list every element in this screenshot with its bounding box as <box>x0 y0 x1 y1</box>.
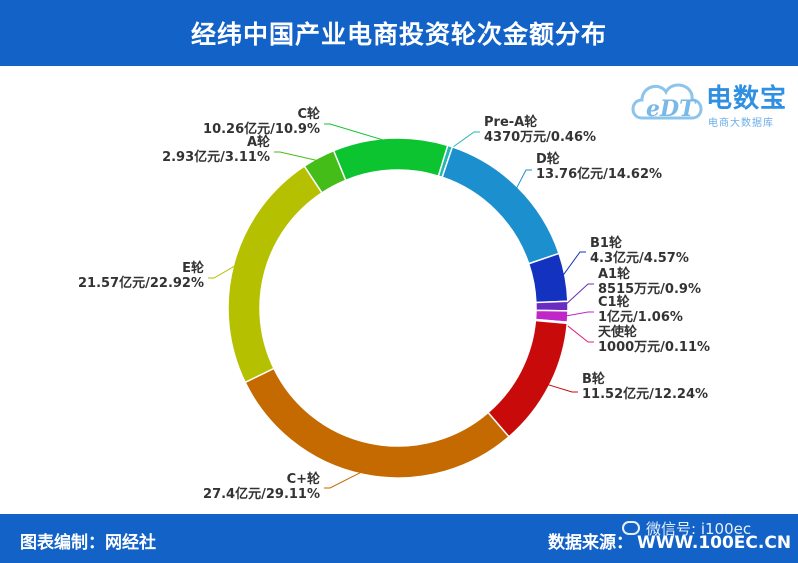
slice-label-11: C轮 <box>297 106 320 122</box>
wechat-id: 微信号: i100ec <box>646 520 752 538</box>
donut-slice-4 <box>535 300 569 312</box>
leader-line-7 <box>545 383 578 393</box>
slice-value-6: 1000万元/0.11% <box>598 340 710 355</box>
slice-value-5: 1亿元/1.06% <box>598 309 683 325</box>
slice-value-2: 13.76亿元/14.62% <box>536 166 662 182</box>
leader-line-3 <box>560 251 586 279</box>
chart-header: 经纬中国产业电商投资轮次金额分布 <box>0 0 798 66</box>
slice-label-9: E轮 <box>182 260 204 276</box>
slice-label-7: B轮 <box>582 371 605 387</box>
slice-label-4: A1轮 <box>598 266 630 282</box>
leader-line-8 <box>324 470 365 489</box>
slice-label-2: D轮 <box>536 151 560 167</box>
leader-line-2 <box>514 169 532 191</box>
chart-author: 图表编制：网经社 <box>20 533 156 553</box>
slice-label-1: Pre-A轮 <box>484 114 537 130</box>
donut-slice-11 <box>332 137 449 182</box>
slice-label-10: A轮 <box>247 134 270 150</box>
slice-label-3: B1轮 <box>590 235 622 251</box>
leader-line-6 <box>563 322 594 343</box>
donut-slice-9 <box>227 165 323 384</box>
slice-label-5: C1轮 <box>598 294 630 310</box>
chart-footer: 图表编制：网经社 微信号: i100ec 数据来源： WWW.100EC.CN <box>0 514 798 563</box>
logo-mark: eDT <box>646 96 696 122</box>
logo-sub-text: 电商大数据库 <box>708 118 774 129</box>
slice-label-6: 天使轮 <box>598 324 637 340</box>
slice-value-3: 4.3亿元/4.57% <box>590 250 689 266</box>
data-source: 数据来源： WWW.100EC.CN <box>548 528 791 553</box>
leader-line-4 <box>563 283 594 307</box>
leader-line-10 <box>274 151 321 162</box>
cloud-logo-icon <box>631 83 703 120</box>
wechat-watermark: 微信号: i100ec <box>622 518 751 539</box>
wechat-icon <box>622 520 640 535</box>
leader-line-9 <box>208 263 239 279</box>
donut-slice-8 <box>244 367 511 479</box>
slice-value-8: 27.4亿元/29.11% <box>203 486 320 502</box>
slice-label-8: C+轮 <box>287 471 320 487</box>
leader-line-1 <box>448 131 480 151</box>
chart-title: 经纬中国产业电商投资轮次金额分布 <box>190 20 607 49</box>
slice-value-7: 11.52亿元/12.24% <box>582 386 708 402</box>
logo-main-text: 电数宝 <box>706 84 788 114</box>
leader-line-5 <box>563 311 594 317</box>
leader-line-11 <box>324 123 391 143</box>
slice-value-1: 4370万元/0.46% <box>484 130 596 145</box>
slice-value-9: 21.57亿元/22.92% <box>78 275 204 291</box>
slice-value-11: 10.26亿元/10.9% <box>203 121 320 137</box>
donut-slice-7 <box>487 319 569 438</box>
data-source-url: WWW.100EC.CN <box>637 533 792 553</box>
edianbao-logo: eDT 电数宝 电商大数据库 <box>628 70 793 130</box>
chart-area: Pre-A轮 4370万元/0.46% D轮 13.76亿元/14.62% B1轮 4.3… <box>0 66 798 514</box>
slice-value-4: 8515万元/0.9% <box>598 282 701 297</box>
data-source-label: 数据来源： <box>548 533 633 553</box>
slice-value-10: 2.93亿元/3.11% <box>162 149 270 165</box>
